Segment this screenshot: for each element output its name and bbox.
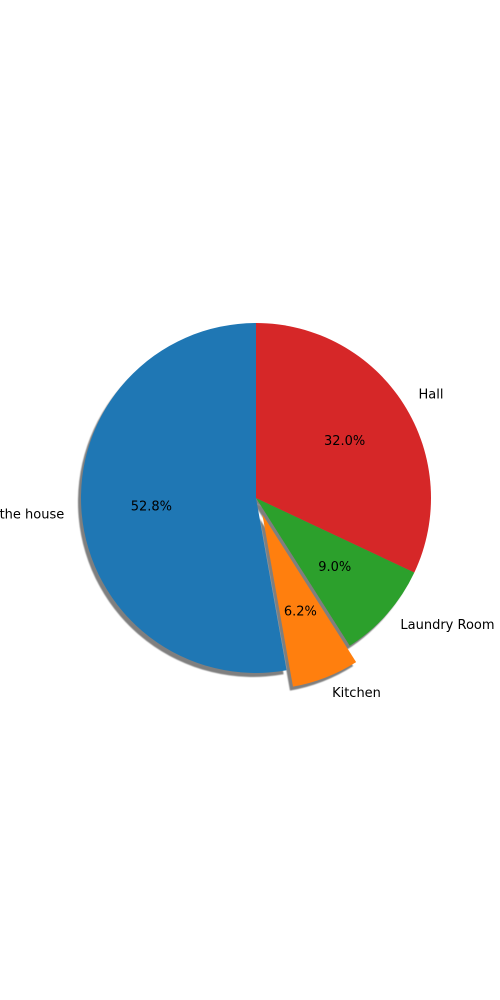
- pie-label-layer: 52.8% the house 6.2% Kitchen 9.0% Laundry Roo…: [0, 387, 495, 701]
- pie-category-label-laundry-room: Laundry Room: [400, 618, 494, 633]
- pie-slice-the-house: [81, 323, 287, 673]
- pie-category-label-hall: Hall: [419, 387, 444, 402]
- pie-slice-layer: [81, 323, 431, 687]
- pie-percent-label-the-house: 52.8%: [131, 500, 172, 515]
- pie-percent-label-kitchen: 6.2%: [284, 605, 317, 620]
- pie-slice-kitchen: [262, 514, 357, 687]
- pie-category-label-the-house: the house: [0, 507, 64, 522]
- pie-percent-label-laundry-room: 9.0%: [318, 560, 351, 575]
- pie-category-label-kitchen: Kitchen: [332, 686, 381, 701]
- pie-slice-laundry-room: [256, 498, 415, 646]
- pie-percent-label-hall: 32.0%: [324, 434, 365, 449]
- pie-slice-hall: [256, 323, 431, 573]
